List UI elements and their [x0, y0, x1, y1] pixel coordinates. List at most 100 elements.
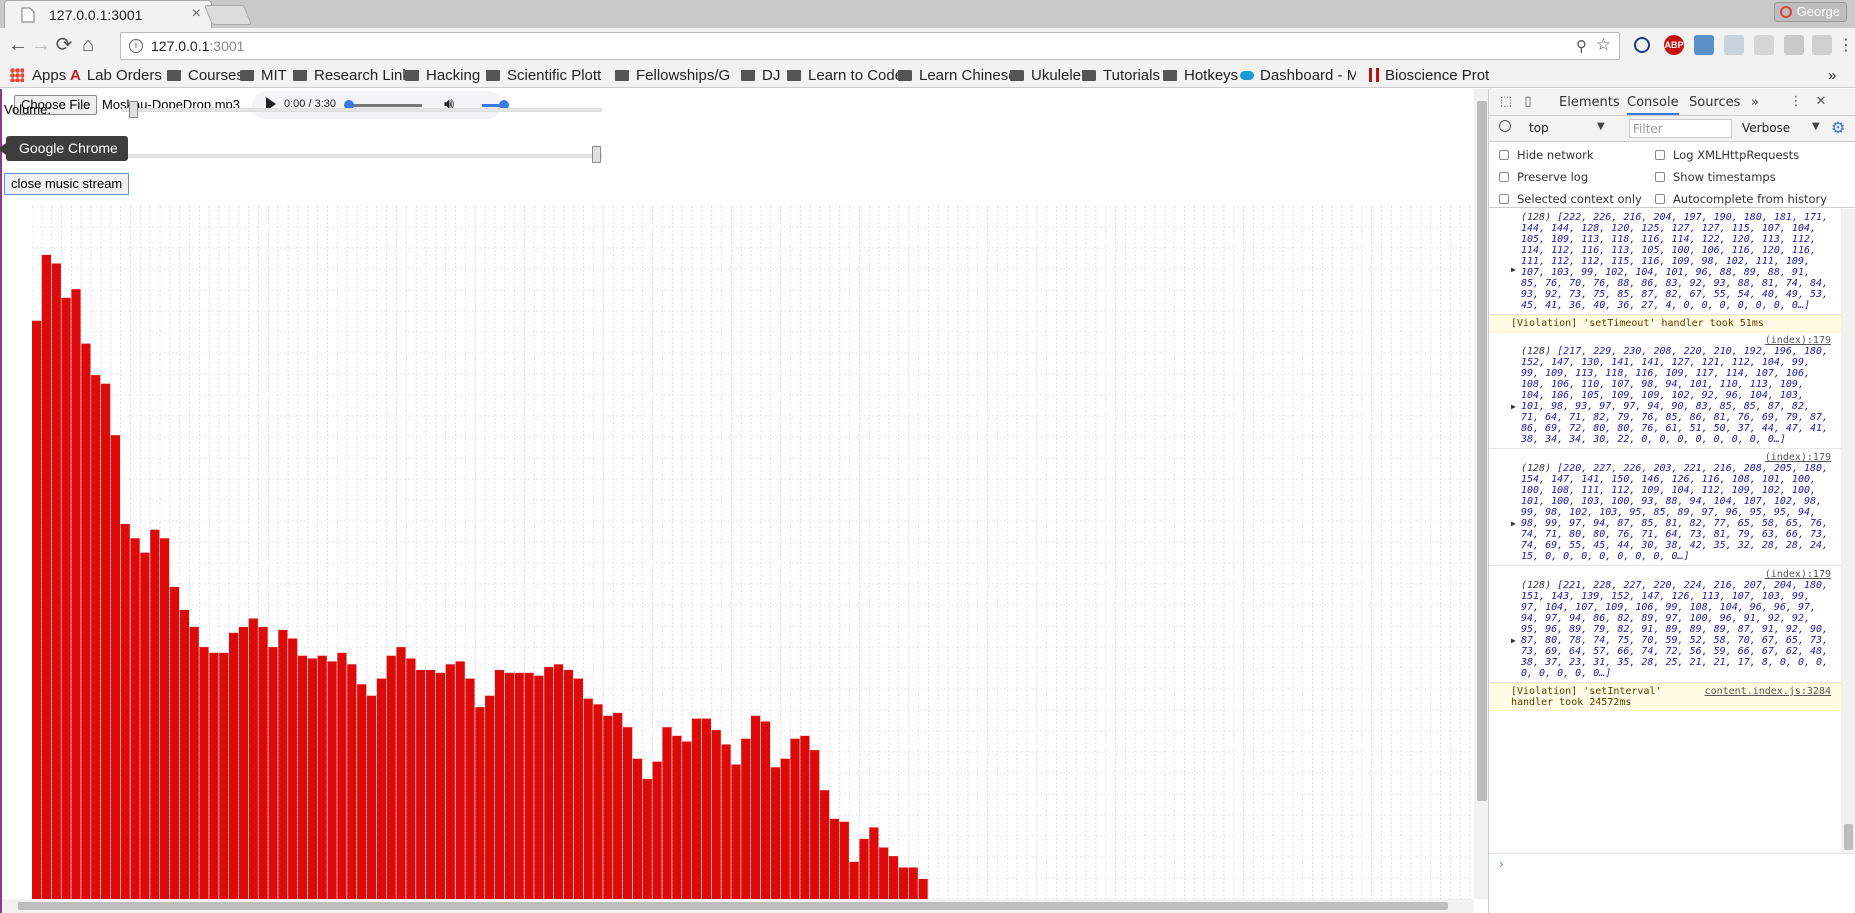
bookmark-scientific-plotting[interactable]: Scientific Plottin: [486, 67, 602, 84]
search-icon[interactable]: ⚲: [1576, 38, 1587, 55]
checkbox-icon[interactable]: [1499, 150, 1509, 160]
expand-triangle-icon[interactable]: ▶: [1511, 402, 1516, 411]
tab-active[interactable]: 127.0.0.1:3001 ×: [4, 0, 212, 28]
back-arrow-icon[interactable]: ←: [8, 34, 28, 56]
scrollbar-thumb[interactable]: [18, 902, 1448, 910]
bookmark-hotkeys[interactable]: Hotkeys: [1163, 67, 1238, 84]
source-link[interactable]: (index):179: [1764, 452, 1831, 463]
console-entry[interactable]: (index):179 ▶ (128) [221, 228, 227, 220,…: [1489, 566, 1841, 683]
bookmark-apps[interactable]: Apps: [10, 67, 66, 84]
clear-console-icon[interactable]: [1499, 120, 1511, 132]
menu-kebab-icon[interactable]: ⋮: [1838, 37, 1854, 54]
bookmark-courses[interactable]: Courses: [167, 67, 244, 84]
devtools-menu-icon[interactable]: ⋮: [1789, 94, 1803, 109]
range-slider[interactable]: [122, 154, 602, 158]
choose-file-button[interactable]: Choose File: [14, 95, 98, 115]
hide-network-checkbox[interactable]: Hide network: [1499, 148, 1594, 162]
console-entry[interactable]: (index):179 ▶ (128) [220, 227, 226, 203,…: [1489, 449, 1841, 566]
bookmark-label: Hotkeys: [1184, 67, 1239, 84]
tab-elements[interactable]: Elements: [1559, 95, 1620, 110]
page-horizontal-scrollbar[interactable]: [2, 899, 1474, 913]
range-slider-thumb[interactable]: [592, 146, 601, 163]
home-icon[interactable]: ⌂: [81, 34, 95, 56]
log-level-dropdown-icon[interactable]: ▼: [1812, 121, 1820, 132]
reload-icon[interactable]: ⟳: [55, 34, 73, 56]
context-select[interactable]: top: [1529, 121, 1549, 135]
bookmark-bioscience[interactable]: Bioscience Proto: [1369, 67, 1489, 84]
tab-sources[interactable]: Sources: [1689, 95, 1741, 110]
expand-triangle-icon[interactable]: ▶: [1511, 519, 1516, 528]
frequency-bar: [347, 664, 357, 899]
block-extension-icon[interactable]: [1634, 37, 1650, 53]
expand-triangle-icon[interactable]: ▶: [1511, 636, 1516, 645]
console-entry[interactable]: (index):179 ▶ (128) [217, 229, 230, 208,…: [1489, 332, 1841, 449]
extension-icon[interactable]: [1694, 35, 1714, 55]
source-link[interactable]: content.index.js:3284: [1704, 686, 1831, 697]
page-vertical-scrollbar[interactable]: [1474, 89, 1488, 899]
audio-volume-thumb[interactable]: [499, 100, 509, 110]
bookmark-star-icon[interactable]: ☆: [1595, 35, 1611, 54]
console-prompt[interactable]: ›: [1489, 853, 1855, 913]
bookmarks-overflow[interactable]: »: [1828, 67, 1837, 84]
bookmark-ukulele[interactable]: Ukulele: [1010, 67, 1081, 84]
seek-thumb[interactable]: [344, 100, 354, 110]
source-link[interactable]: (index):179: [1764, 335, 1831, 346]
tab-close-icon[interactable]: ×: [191, 5, 201, 22]
document-extension-icon[interactable]: [1754, 35, 1774, 55]
bookmark-research-links[interactable]: Research Links: [293, 67, 417, 84]
bookmark-hacking[interactable]: Hacking: [405, 67, 480, 84]
play-icon[interactable]: [266, 97, 276, 111]
selected-context-checkbox[interactable]: Selected context only: [1499, 192, 1642, 206]
device-toolbar-icon[interactable]: ▯: [1524, 94, 1532, 109]
new-tab-button[interactable]: [203, 5, 253, 25]
scrollbar-thumb[interactable]: [1477, 101, 1487, 801]
bookmark-mit[interactable]: MIT: [240, 67, 287, 84]
console-scrollbar[interactable]: [1841, 209, 1855, 853]
console-entry[interactable]: ▶ (128) [222, 226, 216, 204, 197, 190, 1…: [1489, 209, 1841, 315]
checkbox-icon[interactable]: [1499, 194, 1509, 204]
checkbox-icon[interactable]: [1499, 172, 1509, 182]
tab-console[interactable]: Console: [1627, 95, 1679, 115]
speaker-icon[interactable]: 🔊︎: [444, 96, 455, 113]
preserve-log-checkbox[interactable]: Preserve log: [1499, 170, 1588, 184]
checkbox-icon[interactable]: [1655, 194, 1665, 204]
more-tabs[interactable]: »: [1751, 95, 1759, 110]
bookmark-learn-to-code[interactable]: Learn to Code: [787, 67, 903, 84]
scrollbar-thumb[interactable]: [1844, 824, 1853, 850]
source-link[interactable]: (index):179: [1764, 569, 1831, 580]
bookmark-fellowships[interactable]: Fellowships/Gra: [615, 67, 731, 84]
checkbox-icon[interactable]: [1655, 150, 1665, 160]
forward-arrow-icon[interactable]: →: [31, 34, 51, 56]
settings-gear-icon[interactable]: ⚙: [1831, 118, 1846, 137]
volume-slider[interactable]: [122, 108, 602, 112]
extension-icon-2[interactable]: [1784, 35, 1804, 55]
bookmark-dashboard[interactable]: Dashboard - Mic: [1240, 67, 1356, 84]
frequency-bar: [110, 435, 120, 899]
console-filter-input[interactable]: Filter: [1629, 119, 1732, 138]
address-bar[interactable]: i 127.0.0.1:3001 ⚲ ☆: [120, 32, 1620, 60]
close-music-stream-button[interactable]: close music stream: [4, 173, 130, 195]
inspect-icon[interactable]: ⬚: [1499, 94, 1513, 109]
seek-slider[interactable]: [348, 104, 422, 107]
profile-button[interactable]: George: [1773, 2, 1847, 22]
context-dropdown-icon[interactable]: ▼: [1597, 121, 1605, 132]
bookmark-lab-orders[interactable]: A Lab Orders: [70, 67, 162, 84]
log-xhr-checkbox[interactable]: Log XMLHttpRequests: [1655, 148, 1799, 162]
bookmark-learn-chinese[interactable]: Learn Chinese: [898, 67, 1017, 84]
bookmark-tutorials[interactable]: Tutorials: [1082, 67, 1160, 84]
log-level-select[interactable]: Verbose: [1742, 121, 1791, 135]
adblock-plus-icon[interactable]: ABP: [1664, 35, 1684, 55]
bookmark-dj[interactable]: DJ: [741, 67, 780, 84]
audio-volume-slider[interactable]: [482, 104, 504, 107]
array-length: (128): [1521, 580, 1552, 591]
checkbox-icon[interactable]: [1655, 172, 1665, 182]
volume-slider-thumb[interactable]: [129, 101, 138, 118]
autocomplete-checkbox[interactable]: Autocomplete from history: [1655, 192, 1827, 206]
extension-icon-3[interactable]: [1812, 35, 1832, 55]
dropbox-icon[interactable]: [1724, 35, 1744, 55]
devtools-close-icon[interactable]: ✕: [1815, 94, 1827, 109]
info-icon[interactable]: i: [129, 39, 143, 53]
frequency-bar: [238, 627, 248, 899]
show-timestamps-checkbox[interactable]: Show timestamps: [1655, 170, 1776, 184]
expand-triangle-icon[interactable]: ▶: [1511, 265, 1516, 274]
